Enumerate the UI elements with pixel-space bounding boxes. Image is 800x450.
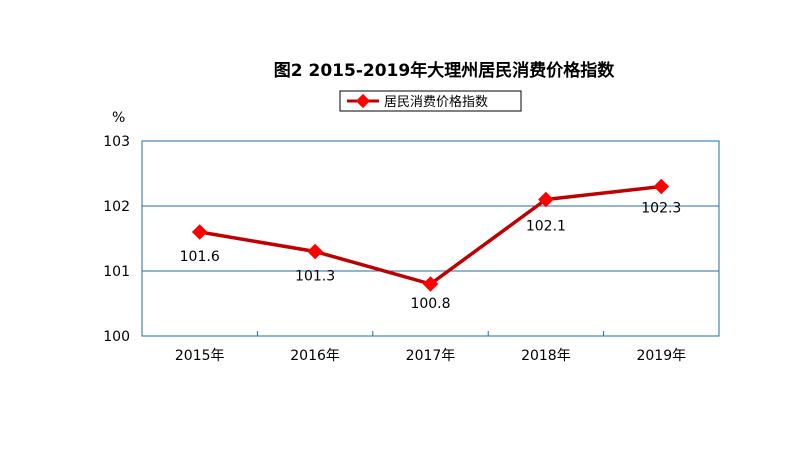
x-tick-label: 2015年 <box>175 348 225 364</box>
x-tick-label: 2019年 <box>636 348 686 364</box>
y-unit-label: % <box>112 110 125 126</box>
series-markers <box>191 178 670 292</box>
data-label: 100.8 <box>410 296 450 312</box>
data-labels: 101.6 101.3 100.8 102.1 102.3 <box>180 201 682 313</box>
data-point-marker <box>653 178 670 195</box>
legend-box <box>339 90 522 112</box>
grid <box>141 140 720 337</box>
legend: 居民消费价格指数 <box>339 90 522 112</box>
y-axis-tick-labels: 100 101 102 103 <box>103 134 130 345</box>
data-label: 102.1 <box>526 219 566 235</box>
series-line-group <box>197 184 664 286</box>
x-tick-label: 2016年 <box>290 348 340 364</box>
legend-marker-swatch <box>355 93 371 109</box>
x-tick-label: 2018年 <box>521 348 571 364</box>
data-label: 102.3 <box>641 201 681 217</box>
y-tick-label: 103 <box>103 134 130 150</box>
y-tick-label: 100 <box>103 329 130 345</box>
y-tick-label: 101 <box>103 264 130 280</box>
y-tick-label: 102 <box>103 199 130 215</box>
series-line <box>197 184 664 286</box>
x-tick-label: 2017年 <box>406 348 456 364</box>
data-label: 101.6 <box>180 249 220 265</box>
x-axis-tick-labels: 2015年 2016年 2017年 2018年 2019年 <box>175 348 686 364</box>
data-label: 101.3 <box>295 269 335 285</box>
data-point-marker <box>191 224 208 240</box>
data-point-marker <box>307 243 323 260</box>
chart-title: 图2 2015-2019年大理州居民消费价格指数 <box>274 60 615 81</box>
data-point-marker <box>538 191 554 208</box>
legend-series-label: 居民消费价格指数 <box>384 94 488 110</box>
